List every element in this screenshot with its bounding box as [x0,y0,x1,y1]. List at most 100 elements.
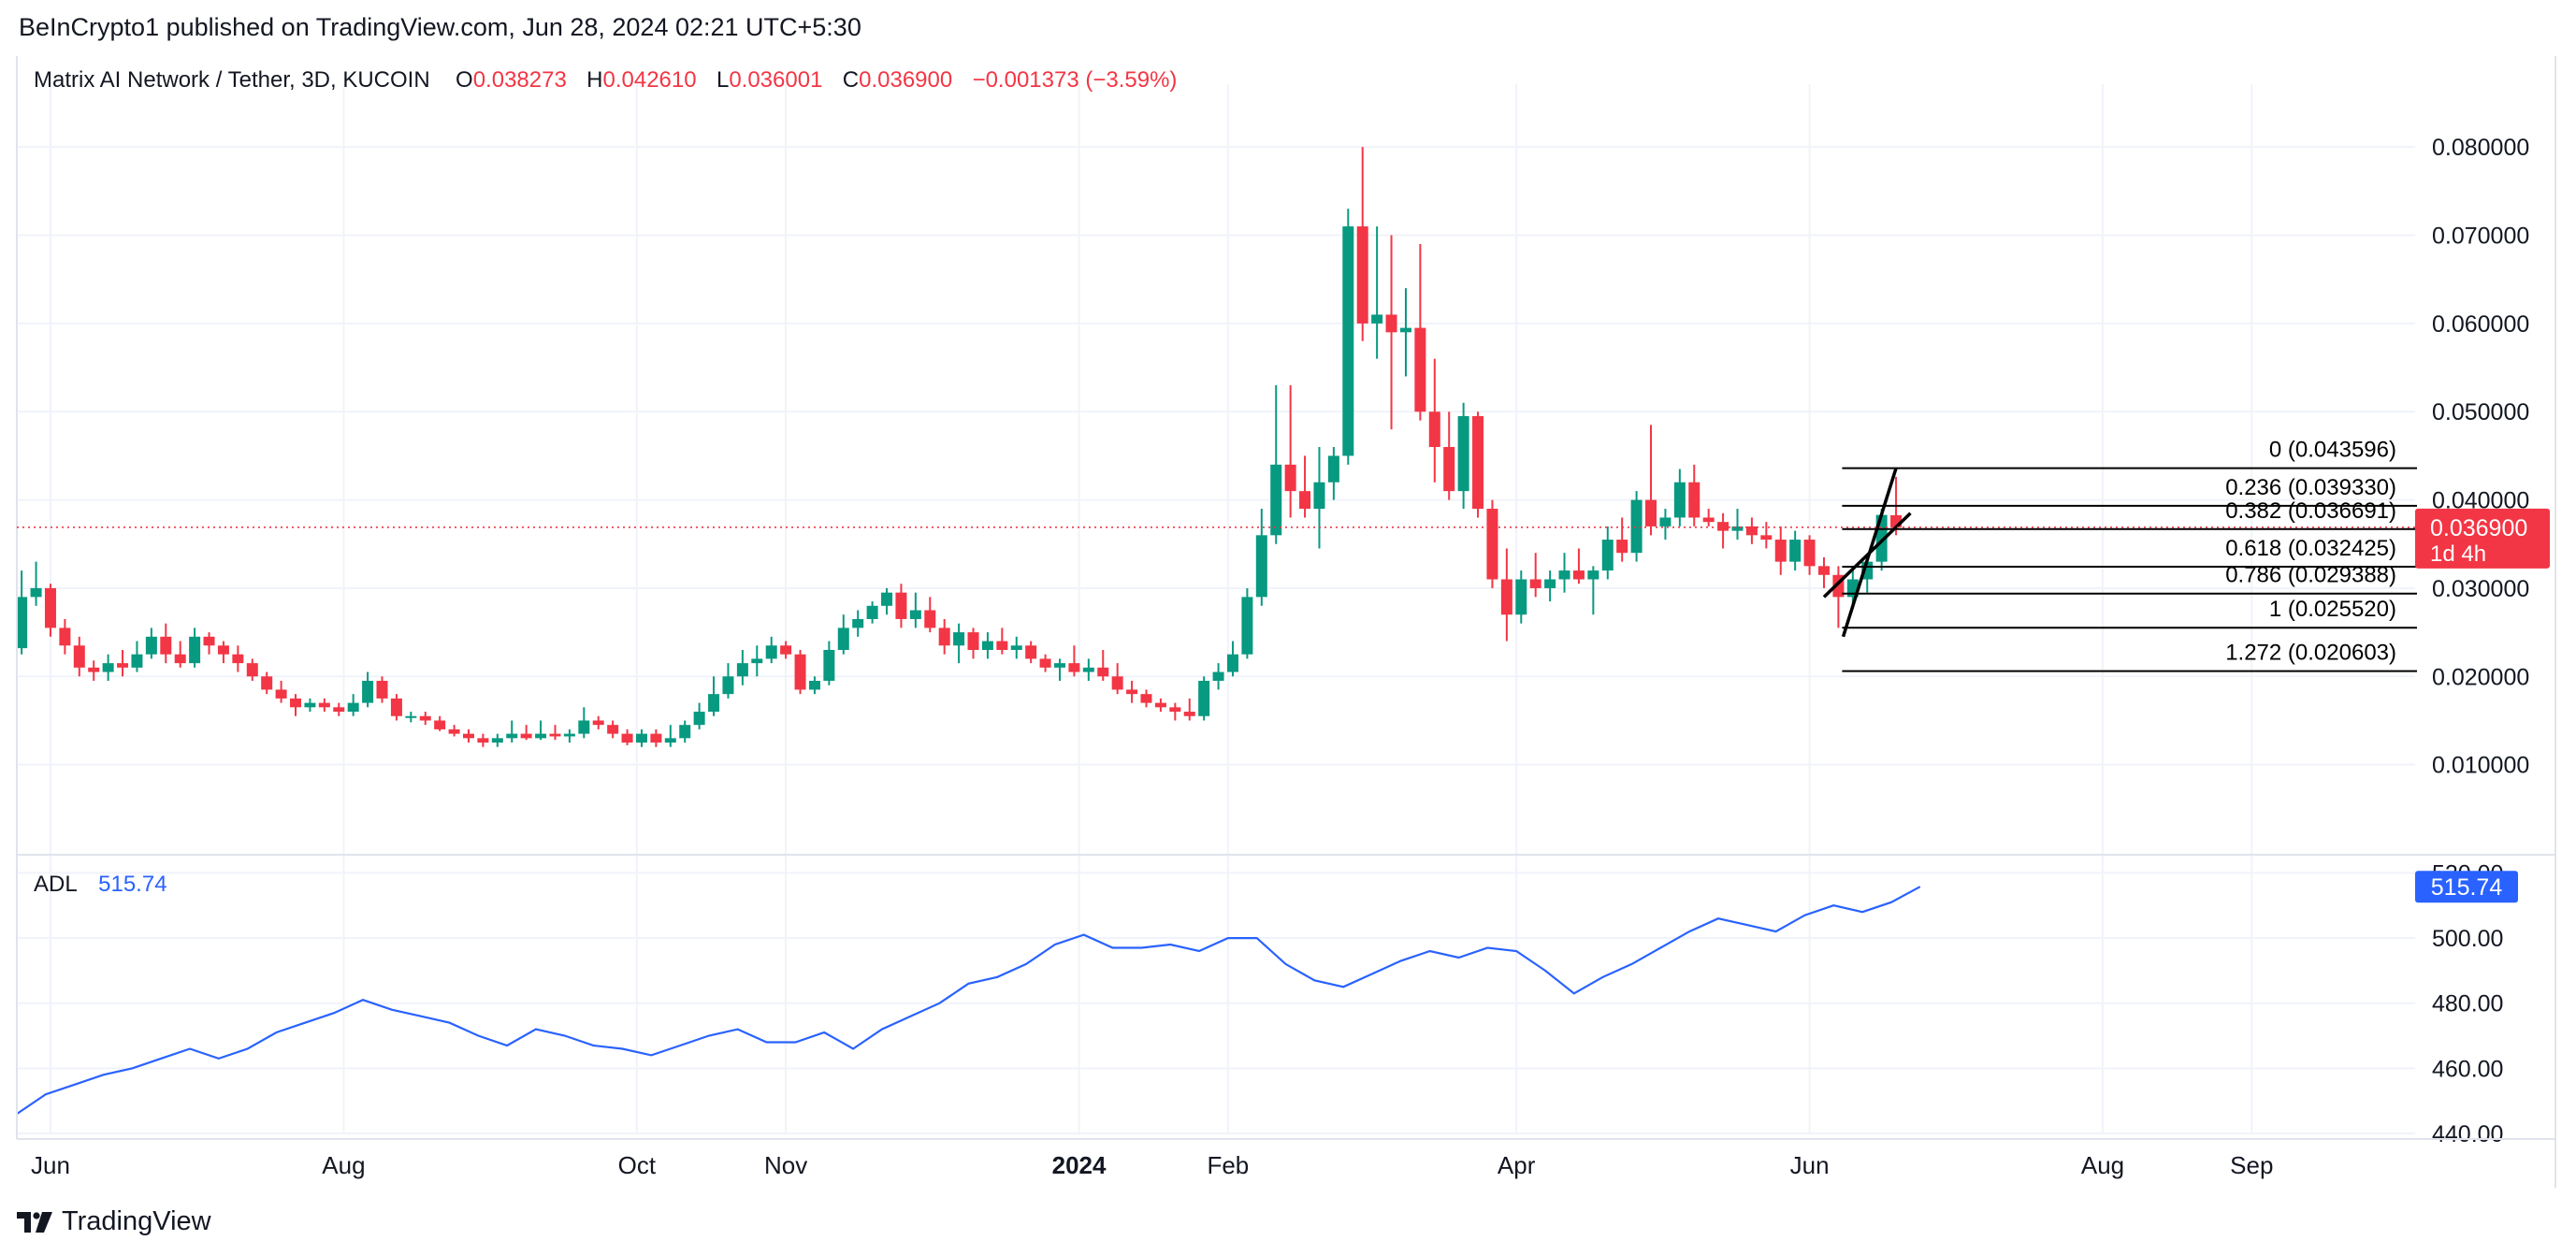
candle[interactable] [1299,455,1311,518]
candle[interactable] [1630,491,1643,562]
candle[interactable] [376,676,388,703]
adl-series-line[interactable] [16,886,1921,1116]
candle[interactable] [563,728,575,743]
candle[interactable] [823,641,835,685]
candle[interactable] [794,649,806,695]
candle[interactable] [895,584,907,628]
candle[interactable] [362,671,374,708]
candle[interactable] [924,597,936,633]
candle[interactable] [174,641,186,668]
candle[interactable] [1097,649,1109,682]
candle[interactable] [981,632,993,659]
candle[interactable] [578,707,590,739]
candle[interactable] [621,728,633,745]
candle[interactable] [1313,446,1325,549]
candle[interactable] [1399,288,1411,377]
candle[interactable] [145,628,157,659]
candle[interactable] [217,641,229,664]
candle[interactable] [1140,689,1152,708]
candle[interactable] [679,720,691,743]
candle[interactable] [549,725,561,741]
candle[interactable] [736,649,748,685]
candle[interactable] [30,561,42,606]
candle[interactable] [938,618,950,655]
candle[interactable] [1428,358,1440,483]
candle[interactable] [592,715,604,729]
candle[interactable] [1154,698,1166,713]
candle[interactable] [1717,512,1729,549]
candle[interactable] [318,698,330,713]
candle[interactable] [664,725,676,747]
candle[interactable] [1832,566,1845,628]
candle[interactable] [275,681,287,703]
candle[interactable] [1284,384,1296,518]
candle[interactable] [189,628,201,668]
candle[interactable] [693,702,705,729]
candle[interactable] [1226,641,1238,677]
candle[interactable] [1745,517,1758,544]
candle[interactable] [765,636,777,664]
candle[interactable] [1169,702,1181,721]
candle[interactable] [1414,243,1426,421]
candle[interactable] [1082,658,1094,682]
candle[interactable] [1025,641,1037,664]
candle[interactable] [866,601,878,624]
candle[interactable] [967,628,979,659]
candle[interactable] [1327,446,1339,500]
candle[interactable] [1616,517,1628,562]
candle[interactable] [1572,548,1585,584]
candle[interactable] [996,628,1008,655]
candle[interactable] [1183,698,1195,721]
candle[interactable] [16,570,28,655]
candle[interactable] [1702,509,1715,527]
candle[interactable] [1457,402,1469,510]
candle[interactable] [1789,530,1802,571]
candle[interactable] [1774,526,1787,575]
candle[interactable] [491,733,503,747]
candle[interactable] [261,671,273,695]
tradingview-footer[interactable]: TradingView [17,1206,211,1237]
candle[interactable] [1212,663,1224,690]
candle[interactable] [88,660,100,682]
candle[interactable] [722,663,734,699]
adl-legend[interactable]: ADL 515.74 [34,872,167,898]
candle[interactable] [535,720,547,741]
candle[interactable] [708,676,720,716]
candle[interactable] [1270,384,1282,544]
candle[interactable] [1385,235,1397,430]
candle[interactable] [1356,147,1368,341]
candle[interactable] [1688,464,1700,527]
candle[interactable] [1645,425,1657,536]
candle[interactable] [650,728,662,747]
candle[interactable] [1068,645,1080,677]
candle[interactable] [419,712,431,726]
candle[interactable] [635,728,647,747]
candle[interactable] [434,715,446,731]
candle[interactable] [405,712,417,723]
candle[interactable] [44,584,56,637]
channel-line[interactable] [1822,512,1912,599]
candle[interactable] [1010,636,1022,659]
candle[interactable] [232,645,244,672]
candle[interactable] [1601,526,1614,580]
candle[interactable] [117,649,129,677]
candle[interactable] [1529,553,1541,598]
candle[interactable] [1803,535,1816,575]
candle[interactable] [1342,209,1354,465]
candle[interactable] [1731,509,1744,541]
candle[interactable] [1255,509,1267,606]
candle[interactable] [607,720,619,739]
candle[interactable] [506,720,518,743]
candle[interactable] [520,725,532,741]
candle[interactable] [953,623,965,664]
candle[interactable] [1515,570,1527,624]
candle[interactable] [808,676,820,695]
candle[interactable] [448,725,460,737]
candle[interactable] [1126,681,1138,703]
candle[interactable] [1111,663,1123,695]
candle[interactable] [1371,226,1383,359]
candle[interactable] [131,641,143,672]
candle[interactable] [1198,676,1210,721]
candle[interactable] [477,733,489,747]
candle[interactable] [59,618,71,655]
